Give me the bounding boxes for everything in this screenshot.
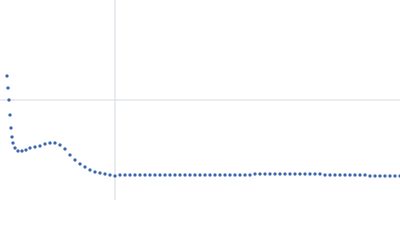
data-point [283,172,287,176]
data-point [358,173,362,177]
data-point [213,173,217,177]
data-point [273,172,277,176]
data-point [228,173,232,177]
data-point [353,173,357,177]
data-point [393,174,397,178]
data-point [9,126,13,130]
data-point [33,145,37,149]
data-point [263,172,267,176]
data-point [333,173,337,177]
data-point [143,173,147,177]
data-point [323,173,327,177]
data-point [53,141,57,145]
data-point [43,142,47,146]
data-point [208,173,212,177]
data-point [203,173,207,177]
data-point [6,86,10,90]
data-point [103,172,107,176]
data-point [148,173,152,177]
data-point [123,173,127,177]
data-point [343,173,347,177]
data-point [348,173,352,177]
data-point [338,173,342,177]
data-point [24,148,28,152]
data-point [83,165,87,169]
data-point [233,173,237,177]
data-point [163,173,167,177]
data-point [258,172,262,176]
data-point [238,173,242,177]
data-point [363,173,367,177]
data-point [308,172,312,176]
data-point [278,172,282,176]
data-point [98,171,102,175]
data-point [188,173,192,177]
data-point [378,174,382,178]
data-point [368,174,372,178]
data-point [88,168,92,172]
data-point [178,173,182,177]
data-point [253,172,257,176]
data-point [293,172,297,176]
data-point [153,173,157,177]
data-point [28,146,32,150]
chart [0,0,400,200]
data-point [373,174,377,178]
data-point [138,173,142,177]
data-point [248,173,252,177]
data-point [243,173,247,177]
data-point [48,141,52,145]
data-point [158,173,162,177]
data-point [288,172,292,176]
data-point [10,135,14,139]
data-point [268,172,272,176]
data-point [73,158,77,162]
data-point [193,173,197,177]
data-point [13,146,17,150]
data-point [20,149,24,153]
data-point [173,173,177,177]
data-point [128,173,132,177]
data-point [303,172,307,176]
data-point [118,173,122,177]
data-point [133,173,137,177]
data-point [58,143,62,147]
data-point [63,147,67,151]
data-point [318,172,322,176]
data-point [183,173,187,177]
data-point [68,153,72,157]
data-point [388,174,392,178]
data-point [313,172,317,176]
data-point [223,173,227,177]
data-point [93,170,97,174]
data-point [78,162,82,166]
data-point [11,141,15,145]
data-point [218,173,222,177]
data-point [38,144,42,148]
data-point [5,74,9,78]
data-point [198,173,202,177]
data-point [113,174,117,178]
data-point [7,98,11,102]
data-point [16,149,20,153]
data-point [328,173,332,177]
data-point [108,173,112,177]
data-point [298,172,302,176]
data-point [8,113,12,117]
data-point [168,173,172,177]
data-point [383,174,387,178]
